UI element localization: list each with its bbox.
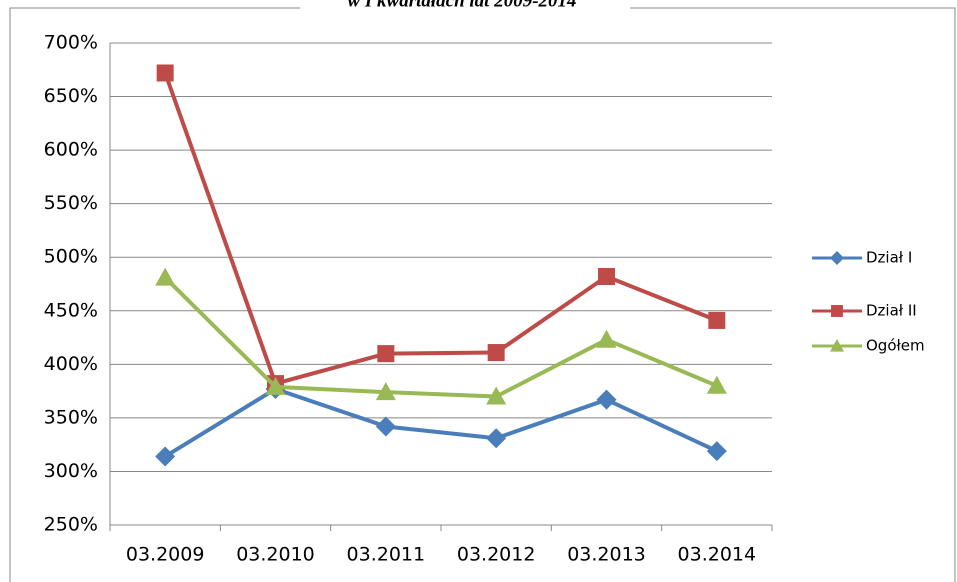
chart-frame: [9, 7, 956, 582]
marker: [377, 345, 395, 363]
series-line: [163, 72, 718, 386]
y-tick-label: 250%: [44, 514, 98, 536]
x-tick-label: 03.2009: [126, 544, 205, 566]
marker: [487, 344, 505, 362]
y-tick-label: 400%: [44, 353, 98, 375]
y-tick-label: 550%: [44, 192, 98, 214]
x-tick-label: 03.2013: [567, 544, 646, 566]
marker: [596, 389, 617, 410]
x-tick-label: 03.2012: [457, 544, 536, 566]
y-tick-label: 300%: [44, 460, 98, 482]
x-tick-label: 03.2011: [347, 544, 426, 566]
marker: [596, 329, 617, 348]
series-line: [164, 386, 718, 459]
legend-label: Dział II: [866, 302, 917, 320]
y-tick-label: 500%: [44, 246, 98, 268]
marker: [486, 428, 507, 449]
marker: [708, 311, 726, 329]
x-tick-label: 03.2014: [678, 544, 757, 566]
marker: [830, 339, 844, 352]
marker: [486, 386, 507, 405]
marker: [706, 375, 727, 394]
marker: [265, 376, 286, 395]
y-tick-label: 700%: [44, 32, 98, 54]
marker: [831, 305, 843, 317]
marker: [830, 251, 844, 265]
marker: [155, 446, 176, 467]
marker: [156, 64, 174, 82]
y-tick-label: 350%: [44, 406, 98, 428]
y-tick-label: 450%: [44, 299, 98, 321]
title-backdrop: [300, 0, 630, 14]
chart-title: w I kwartałach lat 2009-2014: [347, 0, 576, 11]
legend-label: Dział I: [866, 249, 912, 267]
legend-label: Ogółem: [866, 337, 925, 355]
marker: [598, 268, 615, 286]
y-tick-label: 650%: [44, 85, 98, 107]
marker: [375, 416, 396, 437]
marker: [706, 441, 727, 462]
x-tick-label: 03.2010: [236, 544, 315, 566]
marker: [375, 382, 396, 401]
series-line: [163, 276, 718, 399]
marker: [155, 267, 176, 286]
y-tick-label: 600%: [44, 139, 98, 161]
